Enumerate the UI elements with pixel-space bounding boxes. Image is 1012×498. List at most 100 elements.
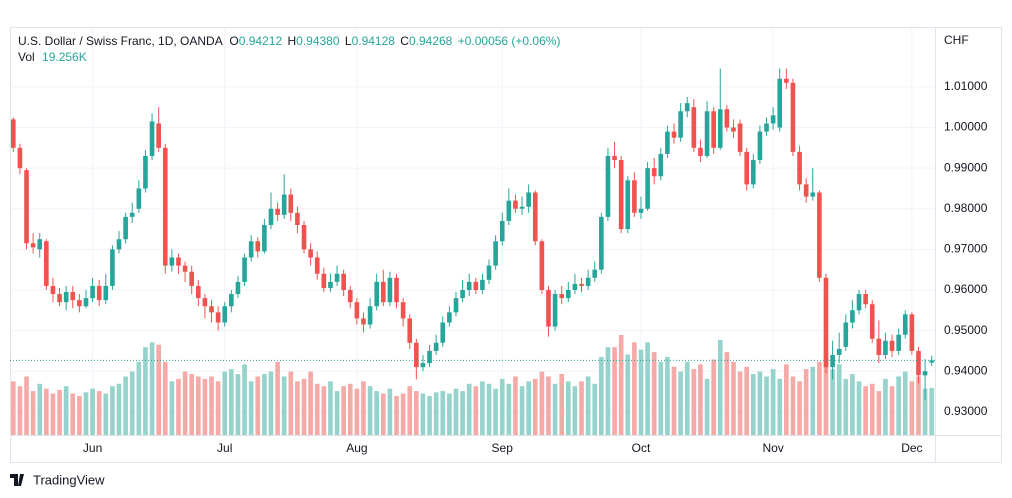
candle-body <box>876 338 882 355</box>
volume-bar <box>803 369 809 435</box>
volume-bar <box>770 369 776 435</box>
volume-bar <box>361 381 366 435</box>
volume-bar <box>162 361 168 435</box>
candle-body <box>162 147 168 266</box>
volume-bar <box>869 383 875 435</box>
candle-body <box>916 350 921 376</box>
candle-body <box>70 292 76 301</box>
ohlc-key: C <box>400 34 409 48</box>
volume-bar <box>843 378 849 435</box>
ohlc-value: 0.94212 <box>239 34 283 48</box>
volume-key: Vol <box>18 50 35 64</box>
logo-icon <box>10 474 24 486</box>
volume-bar <box>149 342 155 435</box>
x-tick-label: Nov <box>762 441 783 455</box>
volume-bar <box>546 376 551 435</box>
volume-bar <box>486 383 492 435</box>
candle-body <box>671 131 677 138</box>
candle-body <box>17 147 23 169</box>
candle-body <box>380 281 386 303</box>
volume-bar <box>605 347 611 435</box>
candle-body <box>37 239 43 250</box>
candle-body <box>480 279 485 290</box>
volume-bar <box>797 381 802 435</box>
candle-body <box>731 127 736 132</box>
candle-body <box>367 306 373 325</box>
candle-body <box>473 281 479 290</box>
candle-body <box>433 342 439 351</box>
volume-bar <box>374 391 380 435</box>
candle-body <box>143 155 148 189</box>
volume-bar <box>784 364 789 435</box>
candle-body <box>658 153 664 177</box>
candle-body <box>638 208 644 213</box>
candle-body <box>400 302 406 319</box>
brand-logo: TradingView <box>10 472 105 487</box>
volume-bar <box>288 371 294 435</box>
candle-body <box>275 208 280 215</box>
volume-bar <box>466 383 472 435</box>
volume-bar <box>268 371 274 435</box>
candle-body <box>770 115 776 124</box>
candle-body <box>651 168 657 177</box>
candle-body <box>532 192 538 242</box>
y-tick-label: 0.94000 <box>944 363 988 377</box>
candle-body <box>519 206 525 209</box>
volume-bar <box>195 376 201 435</box>
volume-bar <box>658 361 664 435</box>
candle-body <box>10 119 16 148</box>
candle-body <box>684 103 690 112</box>
candle-body <box>235 281 241 295</box>
candle-body <box>129 212 135 217</box>
candle-body <box>414 342 419 368</box>
volume-bar <box>427 395 432 435</box>
volume-bar <box>889 386 895 435</box>
volume-bar <box>592 383 598 435</box>
volume-bar <box>321 386 327 435</box>
candle-body <box>44 241 49 286</box>
y-tick-label: 0.97000 <box>944 242 988 256</box>
candle-body <box>262 225 267 252</box>
candle-body <box>896 334 901 351</box>
volume-bar <box>37 383 43 435</box>
candle-body <box>526 192 531 207</box>
volume-bar <box>189 374 195 435</box>
volume-bar <box>823 354 829 435</box>
volume-bar <box>63 386 69 435</box>
candle-body <box>764 123 769 132</box>
candle-body <box>341 273 346 290</box>
volume-bar <box>400 393 406 435</box>
volume-bar <box>90 388 95 435</box>
volume-bar <box>242 364 247 435</box>
volume-bar <box>222 371 228 435</box>
y-tick-label: 0.96000 <box>944 282 988 296</box>
candle-body <box>308 249 313 258</box>
x-tick-label: Dec <box>901 441 922 455</box>
volume-bar <box>684 361 690 435</box>
candle-body <box>63 292 69 303</box>
candle-body <box>797 151 802 185</box>
volume-bar <box>559 374 565 435</box>
candle-body <box>585 277 591 286</box>
volume-bar <box>777 378 783 435</box>
candle-body <box>387 277 393 303</box>
volume-bar <box>651 352 657 435</box>
volume-bar <box>922 388 928 435</box>
candle-body <box>149 121 155 156</box>
candle-body <box>711 111 716 148</box>
candle-body <box>123 216 128 240</box>
volume-bar <box>678 371 683 435</box>
volume-bar <box>836 364 842 435</box>
candle-body <box>618 160 624 230</box>
candle-body <box>103 285 109 301</box>
volume-bar <box>420 393 426 435</box>
volume-bar <box>414 391 419 435</box>
volume-bar <box>863 386 868 435</box>
volume-bar <box>599 356 604 435</box>
symbol: U.S. Dollar / Swiss Franc, 1D, OANDA <box>18 34 223 48</box>
candle-body <box>281 194 287 215</box>
candle-body <box>394 277 399 303</box>
candle-body <box>803 184 809 197</box>
volume-bar <box>10 381 16 435</box>
